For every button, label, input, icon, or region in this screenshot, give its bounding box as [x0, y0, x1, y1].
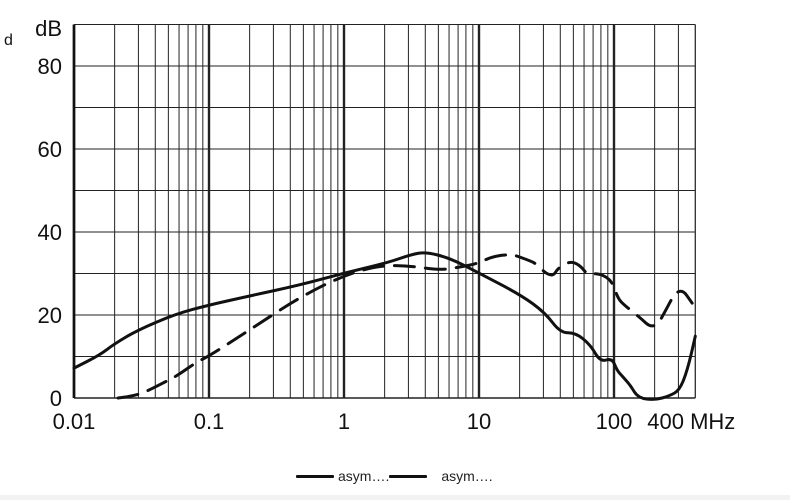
chart-grid: [72, 24, 696, 399]
chart-legend: asym…. asym….: [296, 468, 493, 484]
y-tick-label: 0: [50, 386, 62, 411]
legend-item-solid[interactable]: asym….: [296, 468, 389, 484]
series-line-solid: [72, 251, 697, 401]
corner-label: d: [4, 32, 13, 49]
legend-label-dashed: asym….: [441, 468, 493, 484]
legend-label-solid: asym….: [338, 468, 390, 484]
x-tick-label: 400 MHz: [647, 409, 735, 434]
legend-swatch-dashed-icon: [389, 474, 428, 478]
x-tick-label: 100: [596, 409, 633, 434]
footer-band: [0, 495, 790, 500]
x-tick-label: 0.01: [53, 409, 96, 434]
series-line-dashed: [116, 253, 697, 400]
axis-labels: 0 20 40 60 80 dB d 0.01 0.1 1 10 100 400 MHz: [4, 16, 735, 434]
x-tick-label: 10: [467, 409, 491, 434]
x-tick-label: 0.1: [194, 409, 225, 434]
x-tick-label: 1: [338, 409, 350, 434]
chart-curves: [72, 251, 697, 401]
legend-item-dashed[interactable]: asym….: [389, 468, 493, 484]
y-tick-label: 40: [38, 220, 62, 245]
y-tick-label: 20: [38, 303, 62, 328]
y-tick-label: 80: [38, 54, 62, 79]
y-tick-label: 60: [38, 137, 62, 162]
y-unit-label: dB: [35, 16, 62, 41]
legend-swatch-solid-icon: [296, 474, 334, 478]
